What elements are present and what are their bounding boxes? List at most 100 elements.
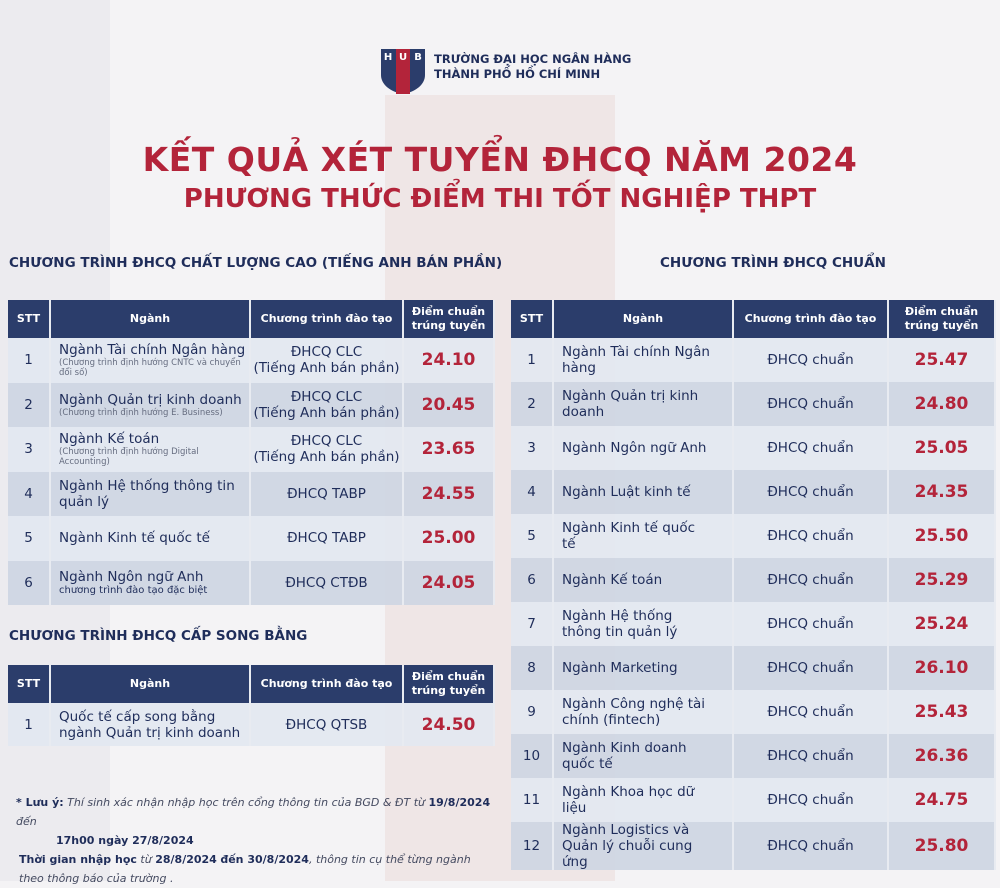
row-stt: 9: [511, 690, 554, 734]
major-name: Ngành Kinh tế quốc tế: [562, 520, 696, 552]
row-stt: 1: [8, 338, 51, 383]
program-name: ĐHCQ chuẩn: [767, 748, 854, 764]
university-line1: TRƯỜNG ĐẠI HỌC NGÂN HÀNG: [434, 52, 632, 66]
col-stt: STT: [8, 665, 51, 703]
col-score-line1: Điểm chuẩn: [411, 670, 486, 683]
major-note: (Chương trình định hướng Digital Account…: [59, 447, 199, 468]
table-row: 3 Ngành Kế toán (Chương trình định hướng D…: [8, 427, 495, 472]
standard-table: STT Ngành Chương trình đào tạo Điểm chuẩn tr…: [511, 300, 996, 870]
row-program: ĐHCQ chuẩn: [733, 646, 889, 690]
program-name: ĐHCQ chuẩn: [767, 528, 854, 544]
table-row: 1 Ngành Tài chính Ngân hàng (Chương trình …: [8, 338, 495, 383]
row-stt: 3: [8, 427, 51, 472]
row-program: ĐHCQ chuẩn: [733, 514, 889, 558]
row-program: ĐHCQ TABP: [250, 516, 404, 561]
row-score: 25.43: [888, 690, 996, 734]
note-text: từ: [140, 853, 152, 866]
row-program: ĐHCQ chuẩn: [733, 602, 889, 646]
col-score-line2: trúng tuyển: [411, 319, 486, 332]
major-name: Ngành Logistics và Quản lý chuỗi cung ứn…: [562, 822, 693, 870]
program-name: ĐHCQ CLC: [290, 388, 363, 405]
note-label: Thời gian nhập học: [19, 853, 137, 866]
program-name: ĐHCQ chuẩn: [767, 572, 854, 588]
dual-table: STT Ngành Chương trình đào tạo Điểm chuẩn tr…: [8, 665, 495, 746]
table-row: 6 Ngành Kế toán ĐHCQ chuẩn 25.29: [511, 558, 996, 602]
row-major: Ngành Quản trị kinh doanh (Chương trình đ…: [50, 382, 251, 427]
row-score: 25.50: [888, 514, 996, 558]
major-note: (Chương trình định hướng E. Business): [59, 407, 223, 418]
program-name: ĐHCQ chuẩn: [767, 396, 854, 412]
page-title: KẾT QUẢ XÉT TUYỂN ĐHCQ NĂM 2024: [142, 140, 858, 179]
row-stt: 5: [511, 514, 554, 558]
row-major: Ngành Quản trị kinh doanh: [553, 382, 734, 426]
col-score-line1: Điểm chuẩn: [411, 305, 486, 318]
major-name: Ngành Ngôn ngữ Anh: [59, 568, 204, 585]
row-program: ĐHCQ chuẩn: [733, 426, 889, 470]
row-program: ĐHCQ CTĐB: [250, 560, 404, 605]
table-row: 12 Ngành Logistics và Quản lý chuỗi cung …: [511, 822, 996, 870]
major-name: Ngành Kế toán: [562, 572, 663, 588]
row-major: Ngành Hệ thống thông tin quản lý: [553, 602, 734, 646]
row-stt: 2: [8, 382, 51, 427]
table-header: STT Ngành Chương trình đào tạo Điểm chuẩn tr…: [8, 300, 495, 338]
row-program: ĐHCQ CLC (Tiếng Anh bán phần): [250, 427, 404, 472]
col-program: Chương trình đào tạo: [733, 300, 889, 338]
col-major: Ngành: [553, 300, 734, 338]
row-score: 24.75: [888, 778, 996, 822]
row-major: Ngành Kinh doanh quốc tế: [553, 734, 734, 778]
program-name: ĐHCQ chuẩn: [767, 660, 854, 676]
major-name: Ngành Công nghệ tài chính (fintech): [562, 696, 706, 728]
major-name: Ngành Tài chính Ngân hàng: [59, 342, 246, 359]
major-name: Ngành Hệ thống thông tin quản lý: [562, 608, 678, 640]
university-line2: THÀNH PHỐ HỒ CHÍ MINH: [434, 67, 601, 81]
note: * Lưu ý: Thí sinh xác nhận nhập học trên…: [16, 793, 496, 888]
col-score-line2: trúng tuyển: [411, 684, 486, 697]
row-stt: 12: [511, 822, 554, 870]
row-major: Ngành Công nghệ tài chính (fintech): [553, 690, 734, 734]
major-note: chương trình đào tạo đặc biệt: [59, 584, 208, 596]
note-text: Thí sinh xác nhận nhập học trên cổng thô…: [67, 796, 425, 809]
note-label: * Lưu ý:: [16, 796, 64, 809]
standard-section-title: CHƯƠNG TRÌNH ĐHCQ CHUẨN: [660, 255, 886, 271]
svg-text:U: U: [399, 52, 407, 63]
table-row: 2 Ngành Quản trị kinh doanh (Chương trình …: [8, 382, 495, 427]
program-name: ĐHCQ chuẩn: [767, 704, 854, 720]
table-row: 9 Ngành Công nghệ tài chính (fintech) ĐHCQ…: [511, 690, 996, 734]
col-score: Điểm chuẩn trúng tuyển: [888, 300, 996, 338]
row-score: 24.05: [403, 560, 495, 605]
row-score: 26.36: [888, 734, 996, 778]
table-row: 5 Ngành Kinh tế quốc tế ĐHCQ TABP 25.00: [8, 516, 495, 561]
row-program: ĐHCQ chuẩn: [733, 778, 889, 822]
table-row: 5 Ngành Kinh tế quốc tế ĐHCQ chuẩn 25.50: [511, 514, 996, 558]
major-name: Ngành Tài chính Ngân hàng: [562, 344, 710, 376]
row-score: 24.80: [888, 382, 996, 426]
table-header: STT Ngành Chương trình đào tạo Điểm chuẩn tr…: [511, 300, 996, 338]
row-stt: 6: [511, 558, 554, 602]
row-stt: 3: [511, 426, 554, 470]
row-stt: 2: [511, 382, 554, 426]
program-name: ĐHCQ chuẩn: [767, 838, 854, 854]
row-score: 25.80: [888, 822, 996, 870]
row-program: ĐHCQ chuẩn: [733, 734, 889, 778]
row-major: Ngành Marketing: [553, 646, 734, 690]
row-program: ĐHCQ TABP: [250, 471, 404, 516]
row-major: Ngành Kinh tế quốc tế: [553, 514, 734, 558]
row-major: Ngành Logistics và Quản lý chuỗi cung ứn…: [553, 822, 734, 870]
row-major: Ngành Hệ thống thông tin quản lý: [50, 471, 251, 516]
row-program: ĐHCQ chuẩn: [733, 470, 889, 514]
row-stt: 7: [511, 602, 554, 646]
row-program: ĐHCQ chuẩn: [733, 558, 889, 602]
row-major: Ngành Kinh tế quốc tế: [50, 516, 251, 561]
row-score: 20.45: [403, 382, 495, 427]
row-stt: 4: [8, 471, 51, 516]
major-name: Quốc tế cấp song bằng ngành Quản trị kin…: [59, 708, 241, 741]
row-program: ĐHCQ chuẩn: [733, 338, 889, 382]
row-score: 25.00: [403, 516, 495, 561]
program-name: ĐHCQ CTĐB: [285, 574, 368, 591]
table-header: STT Ngành Chương trình đào tạo Điểm chuẩn tr…: [8, 665, 495, 703]
major-name: Ngành Marketing: [562, 660, 678, 676]
program-name: ĐHCQ chuẩn: [767, 616, 854, 632]
table-row: 1 Ngành Tài chính Ngân hàng ĐHCQ chuẩn 25.4…: [511, 338, 996, 382]
note-deadline: 17h00 ngày 27/8/2024: [56, 834, 194, 847]
row-stt: 4: [511, 470, 554, 514]
